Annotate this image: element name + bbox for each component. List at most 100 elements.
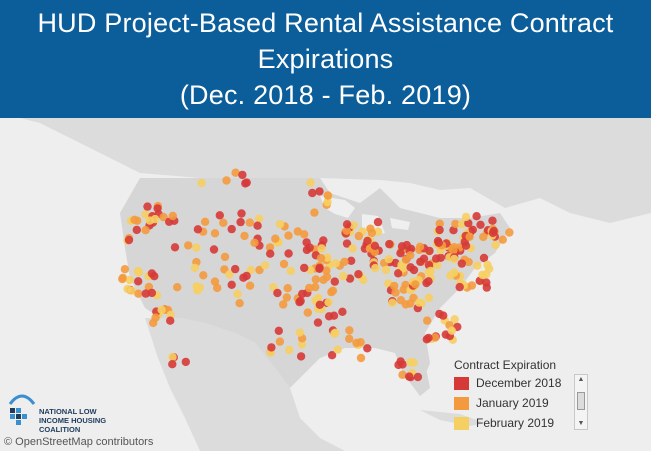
contract-marker[interactable] <box>324 298 333 307</box>
contract-marker[interactable] <box>432 254 441 263</box>
contract-marker[interactable] <box>424 333 433 343</box>
contract-marker[interactable] <box>505 228 514 237</box>
contract-marker[interactable] <box>472 212 481 221</box>
contract-marker[interactable] <box>184 241 193 250</box>
contract-marker[interactable] <box>328 286 338 295</box>
contract-marker[interactable] <box>279 259 289 269</box>
contract-marker[interactable] <box>349 221 358 230</box>
contract-marker[interactable] <box>192 282 201 291</box>
contract-marker[interactable] <box>406 251 415 260</box>
contract-marker[interactable] <box>300 230 309 239</box>
contract-marker[interactable] <box>250 238 259 247</box>
contract-marker[interactable] <box>390 281 399 291</box>
contract-marker[interactable] <box>345 334 354 343</box>
contract-marker[interactable] <box>157 305 166 315</box>
contract-marker[interactable] <box>295 328 304 337</box>
contract-marker[interactable] <box>356 353 366 363</box>
contract-marker[interactable] <box>411 280 420 289</box>
contract-marker[interactable] <box>233 289 242 299</box>
contract-marker[interactable] <box>215 211 224 220</box>
contract-marker[interactable] <box>222 176 231 185</box>
contract-marker[interactable] <box>396 249 405 258</box>
contract-marker[interactable] <box>236 217 245 227</box>
contract-marker[interactable] <box>284 231 293 240</box>
contract-marker[interactable] <box>363 236 372 246</box>
contract-marker[interactable] <box>213 283 222 293</box>
contract-marker[interactable] <box>254 214 264 223</box>
contract-marker[interactable] <box>406 244 416 253</box>
legend-scrollbar[interactable]: ▲ ▼ <box>574 374 588 430</box>
contract-marker[interactable] <box>409 358 418 367</box>
contract-marker[interactable] <box>457 220 467 229</box>
contract-marker[interactable] <box>227 280 236 289</box>
contract-marker[interactable] <box>245 281 255 290</box>
contract-marker[interactable] <box>271 234 280 243</box>
contract-marker[interactable] <box>401 300 410 309</box>
contract-marker[interactable] <box>491 240 500 250</box>
scroll-thumb[interactable] <box>577 392 585 410</box>
contract-marker[interactable] <box>311 275 320 284</box>
contract-marker[interactable] <box>317 244 326 253</box>
contract-marker[interactable] <box>279 300 288 309</box>
contract-marker[interactable] <box>130 215 139 224</box>
contract-marker[interactable] <box>237 209 246 218</box>
contract-marker[interactable] <box>399 285 408 294</box>
contract-marker[interactable] <box>193 225 203 234</box>
contract-marker[interactable] <box>338 307 347 316</box>
contract-marker[interactable] <box>308 188 317 198</box>
contract-marker[interactable] <box>366 224 375 233</box>
contract-marker[interactable] <box>314 293 323 303</box>
contract-marker[interactable] <box>398 360 407 369</box>
contract-marker[interactable] <box>190 263 200 273</box>
contract-marker[interactable] <box>209 245 219 254</box>
contract-marker[interactable] <box>381 265 391 275</box>
contract-marker[interactable] <box>134 289 143 298</box>
contract-marker[interactable] <box>166 316 175 325</box>
contract-marker[interactable] <box>347 256 356 265</box>
contract-marker[interactable] <box>409 265 419 275</box>
contract-marker[interactable] <box>210 229 220 238</box>
contract-marker[interactable] <box>461 212 471 222</box>
contract-marker[interactable] <box>181 357 190 367</box>
contract-marker[interactable] <box>329 311 339 320</box>
contract-marker[interactable] <box>210 277 220 286</box>
contract-marker[interactable] <box>267 343 276 352</box>
contract-marker[interactable] <box>282 293 291 302</box>
contract-marker[interactable] <box>293 227 302 236</box>
contract-marker[interactable] <box>354 270 363 279</box>
contract-marker[interactable] <box>225 270 234 279</box>
contract-marker[interactable] <box>388 298 397 307</box>
contract-marker[interactable] <box>397 242 407 251</box>
contract-marker[interactable] <box>124 235 134 245</box>
contract-marker[interactable] <box>373 217 383 227</box>
contract-marker[interactable] <box>303 308 312 317</box>
contract-marker[interactable] <box>306 178 315 187</box>
contract-marker[interactable] <box>435 219 444 228</box>
contract-marker[interactable] <box>391 288 400 297</box>
contract-marker[interactable] <box>322 272 332 282</box>
contract-marker[interactable] <box>285 345 294 355</box>
contract-marker[interactable] <box>231 264 240 274</box>
contract-marker[interactable] <box>240 231 249 241</box>
contract-marker[interactable] <box>449 226 458 235</box>
map-attribution[interactable]: © OpenStreetMap contributors <box>4 436 154 448</box>
contract-marker[interactable] <box>398 370 407 379</box>
contract-marker[interactable] <box>405 372 414 381</box>
contract-marker[interactable] <box>431 333 440 342</box>
contract-marker[interactable] <box>143 202 152 211</box>
contract-marker[interactable] <box>149 318 158 328</box>
contract-marker[interactable] <box>413 372 423 382</box>
contract-marker[interactable] <box>327 351 337 360</box>
contract-marker[interactable] <box>141 289 150 298</box>
contract-marker[interactable] <box>319 236 328 245</box>
contract-marker[interactable] <box>170 243 180 252</box>
contract-marker[interactable] <box>455 282 464 292</box>
contract-marker[interactable] <box>219 218 228 227</box>
contract-marker[interactable] <box>424 277 433 286</box>
contract-marker[interactable] <box>266 249 275 258</box>
contract-marker[interactable] <box>315 300 324 309</box>
contract-marker[interactable] <box>141 226 150 235</box>
contract-marker[interactable] <box>426 266 435 276</box>
scroll-down-icon[interactable]: ▼ <box>577 420 585 427</box>
contract-marker[interactable] <box>168 352 177 362</box>
